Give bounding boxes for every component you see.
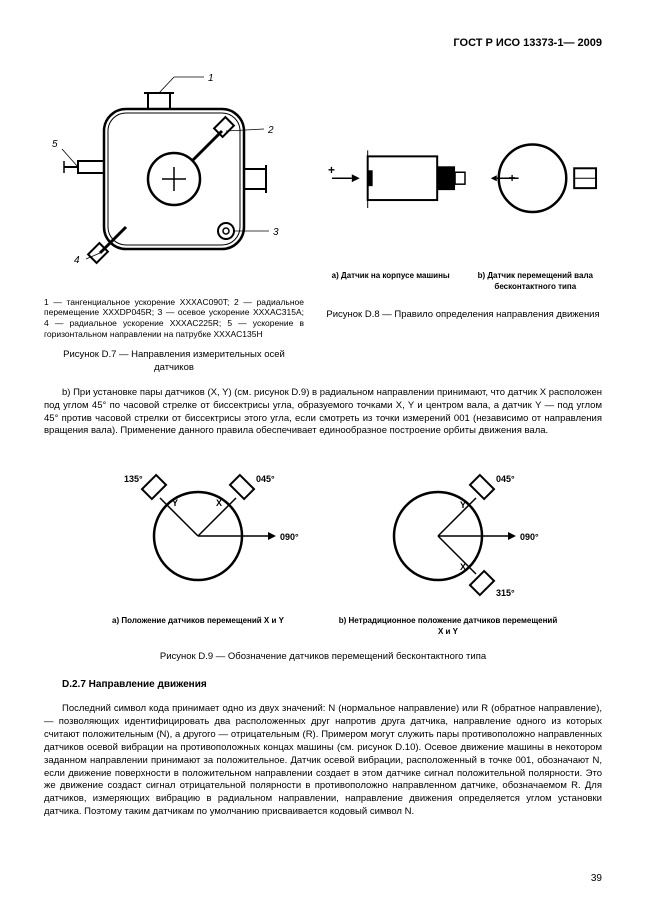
section-d27-heading: D.2.7 Направление движения [44, 678, 602, 692]
svg-text:+: + [328, 163, 335, 177]
svg-text:Y: Y [460, 500, 466, 510]
svg-text:5: 5 [52, 139, 58, 150]
figure-d7-legend: 1 — тангенциальное ускорение XXXAC090T; … [44, 297, 304, 340]
svg-text:X: X [216, 498, 222, 508]
svg-text:315°: 315° [496, 588, 515, 598]
figure-d9-sub-b: b) Нетрадиционное положение датчиков пер… [338, 616, 558, 637]
figure-d8-sub-a: a) Датчик на корпусе машины [324, 271, 457, 293]
svg-text:045°: 045° [496, 474, 515, 484]
svg-text:2: 2 [267, 125, 274, 136]
figure-d8-sub-b: b) Датчик перемещений вала бесконтактног… [469, 271, 602, 293]
paragraph-b: b) При установке пары датчиков (X, Y) (с… [44, 387, 602, 438]
figure-d9-sub-a: a) Положение датчиков перемещений X и Y [88, 616, 308, 626]
svg-text:090°: 090° [520, 532, 539, 542]
svg-text:090°: 090° [280, 532, 299, 542]
figure-d9-row: 090° Y 135° X 045° a) Положение датчиков… [44, 456, 602, 637]
figure-d9-a: 090° Y 135° X 045° a) Положение датчиков… [88, 456, 308, 637]
figure-d7-caption: Рисунок D.7 — Направления измерительных … [44, 349, 304, 375]
figure-row-d7-d8: 1 2 3 4 5 1 — тангенциальное ускорение X… [44, 69, 602, 375]
figure-d8-caption: Рисунок D.8 — Правило определения направ… [324, 309, 602, 322]
figure-d8: + + a) Датчик на корпусе машины b) Датчи… [324, 69, 602, 375]
page-number: 39 [591, 872, 602, 886]
paragraph-main: Последний символ кода принимает одно из … [44, 703, 602, 818]
svg-text:045°: 045° [256, 474, 275, 484]
svg-text:1: 1 [208, 73, 214, 84]
svg-text:X: X [460, 562, 466, 572]
svg-text:Y: Y [172, 498, 178, 508]
document-header: ГОСТ Р ИСО 13373-1— 2009 [44, 36, 602, 51]
figure-d7-svg: 1 2 3 4 5 [44, 69, 304, 289]
figure-d9-caption: Рисунок D.9 — Обозначение датчиков перем… [44, 651, 602, 664]
svg-text:3: 3 [273, 227, 279, 238]
figure-d8-svg: + + [324, 69, 602, 268]
svg-text:135°: 135° [124, 474, 143, 484]
figure-d7: 1 2 3 4 5 1 — тангенциальное ускорение X… [44, 69, 304, 375]
svg-text:4: 4 [74, 255, 80, 266]
figure-d9-b: 090° Y 045° X 315° b) Нетрадиционное пол… [338, 456, 558, 637]
